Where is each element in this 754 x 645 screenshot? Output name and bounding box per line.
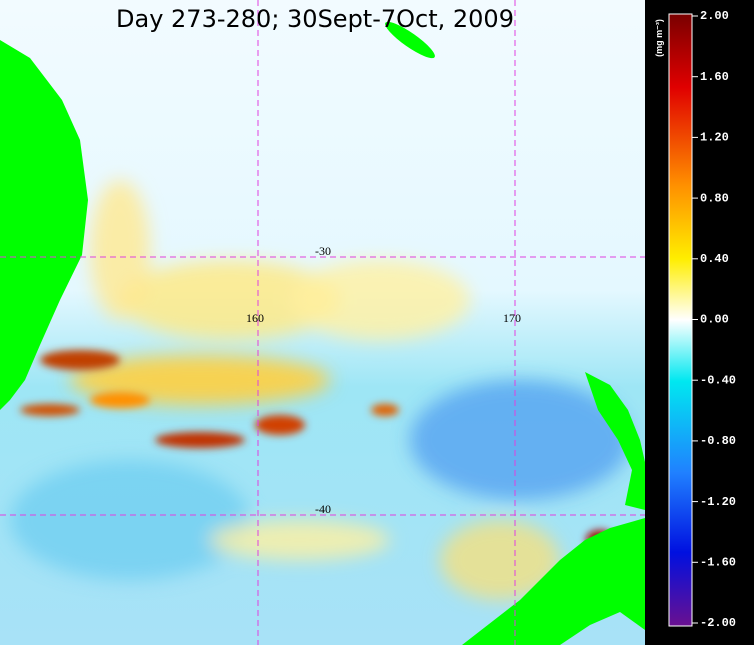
map-title: Day 273-280; 30Sept-7Oct, 2009 — [116, 5, 514, 33]
latitude-label: -40 — [315, 502, 331, 516]
colorbar-tick-label: 1.60 — [700, 70, 729, 84]
colorbar-panel — [645, 0, 754, 645]
bloom-patches — [20, 350, 614, 550]
longitude-label: 160 — [246, 311, 264, 325]
longitude-label: 170 — [503, 311, 521, 325]
colorbar-tick-label: -1.60 — [700, 555, 736, 569]
anomaly-field — [10, 180, 630, 600]
colorbar-tick-label: -2.00 — [700, 616, 736, 630]
latitude-label: -30 — [315, 244, 331, 258]
colorbar-tick-label: 0.80 — [700, 191, 729, 205]
colorbar-tick-label: 1.20 — [700, 131, 729, 145]
land-australia — [0, 40, 88, 410]
colorbar-tick-label: -0.80 — [700, 434, 736, 448]
graticule: -30 -40 160 170 — [0, 0, 645, 645]
colorbar-tick-label: 0.00 — [700, 313, 729, 327]
colorbar-tick-label: -0.40 — [700, 373, 736, 387]
colorbar — [668, 13, 693, 627]
colorbar-tick-label: 2.00 — [700, 9, 729, 23]
land-new-caledonia — [385, 21, 435, 59]
colorbar-unit: (mg m⁻³) — [654, 19, 664, 57]
colorbar-tick-label: -1.20 — [700, 495, 736, 509]
land-nz-south — [462, 518, 645, 645]
colorbar-tick-label: 0.40 — [700, 252, 729, 266]
land-nz-north — [585, 372, 645, 510]
